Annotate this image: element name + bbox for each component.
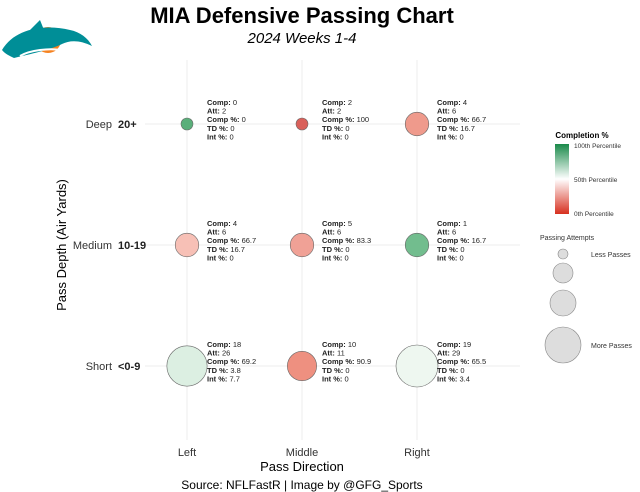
bubble-medium-middle (289, 232, 315, 258)
annotation: Comp: 0 (207, 98, 237, 107)
annotation: Comp %: 83.3 (322, 236, 371, 245)
bubble-deep-left (180, 117, 194, 131)
annotation: Int %: 3.4 (437, 374, 470, 383)
color-label-mid: 50th Percentile (574, 177, 618, 184)
annotation: Comp: 4 (207, 219, 237, 228)
bubble-medium-left (174, 232, 200, 258)
y-tick-range: <0-9 (118, 361, 140, 373)
caption: Source: NFLFastR | Image by @GFG_Sports (181, 478, 422, 492)
y-tick-range: 10-19 (118, 240, 146, 252)
x-tick-label: Middle (286, 447, 318, 459)
size-legend-title: Passing Attempts (540, 235, 595, 242)
annotation: Comp: 19 (437, 340, 471, 349)
size-key (557, 248, 569, 260)
annotation: Comp: 2 (322, 98, 352, 107)
annotation: Int %: 0 (322, 253, 349, 262)
annotation: Comp %: 66.7 (437, 115, 486, 124)
annotation: Comp %: 90.9 (322, 357, 371, 366)
annotation: Comp: 5 (322, 219, 352, 228)
annotation: Comp: 4 (437, 98, 467, 107)
annotation: Int %: 0 (207, 253, 234, 262)
annotation: Comp %: 100 (322, 115, 369, 124)
annotation: TD %: 16.7 (207, 245, 245, 254)
size-key (552, 262, 574, 284)
annotation: TD %: 0 (322, 124, 350, 133)
color-label-low: 0th Percentile (574, 211, 614, 218)
logo-dolphin (2, 27, 92, 58)
bubble-short-middle (287, 351, 317, 381)
color-label-high: 100th Percentile (574, 143, 621, 150)
annotation: Comp: 10 (322, 340, 356, 349)
bubble-deep-middle (295, 117, 309, 131)
annotation: Att: 6 (207, 228, 226, 237)
color-legend-title: Completion % (555, 131, 608, 140)
y-tick-label: Deep (86, 119, 112, 131)
bubble-short-left (166, 345, 208, 387)
annotation: Int %: 0 (322, 374, 349, 383)
annotation: Att: 26 (207, 349, 230, 358)
miami-logo (2, 20, 92, 58)
bubble-short-right (395, 344, 439, 388)
annotation: TD %: 0 (322, 366, 350, 375)
size-key (544, 326, 582, 364)
annotation: Comp: 1 (437, 219, 467, 228)
size-legend: Passing Attempts Less Passes More Passes (540, 235, 632, 364)
bubble-medium-right (404, 232, 430, 258)
annotation: Comp %: 0 (207, 115, 246, 124)
annotation: Att: 2 (207, 107, 226, 116)
color-bar (555, 144, 569, 214)
x-tick-label: Right (404, 447, 430, 459)
annotation: Int %: 0 (437, 253, 464, 262)
annotation: TD %: 0 (437, 366, 465, 375)
annotation: Int %: 7.7 (207, 374, 240, 383)
color-legend: Completion % 100th Percentile 50th Perce… (555, 131, 621, 218)
annotation: Att: 2 (322, 107, 341, 116)
annotation: Att: 29 (437, 349, 460, 358)
annotation: TD %: 3.8 (207, 366, 241, 375)
y-tick-range: 20+ (118, 119, 137, 131)
bubble-deep-right (404, 111, 430, 137)
x-axis-label: Pass Direction (260, 459, 344, 474)
y-tick-label: Medium (73, 240, 112, 252)
annotation: Comp %: 66.7 (207, 236, 256, 245)
annotation: Comp %: 16.7 (437, 236, 486, 245)
annotation: TD %: 0 (437, 245, 465, 254)
chart-subtitle: 2024 Weeks 1-4 (247, 30, 357, 47)
y-axis-label: Pass Depth (Air Yards) (54, 179, 69, 311)
annotation: TD %: 0 (322, 245, 350, 254)
annotation: Att: 6 (437, 107, 456, 116)
annotation: TD %: 0 (207, 124, 235, 133)
annotation: Comp: 18 (207, 340, 241, 349)
size-label-less: Less Passes (591, 252, 631, 259)
chart-title: MIA Defensive Passing Chart (150, 3, 454, 28)
annotation: Int %: 0 (207, 132, 234, 141)
annotation: Comp %: 69.2 (207, 357, 256, 366)
size-label-more: More Passes (591, 343, 632, 350)
y-tick-label: Short (86, 361, 112, 373)
annotation: Int %: 0 (322, 132, 349, 141)
annotation: Att: 6 (437, 228, 456, 237)
annotation: Att: 6 (322, 228, 341, 237)
size-key (549, 289, 577, 317)
x-tick-label: Left (178, 447, 196, 459)
annotation: TD %: 16.7 (437, 124, 475, 133)
annotation: Int %: 0 (437, 132, 464, 141)
annotation: Comp %: 65.5 (437, 357, 486, 366)
annotation: Att: 11 (322, 349, 345, 358)
